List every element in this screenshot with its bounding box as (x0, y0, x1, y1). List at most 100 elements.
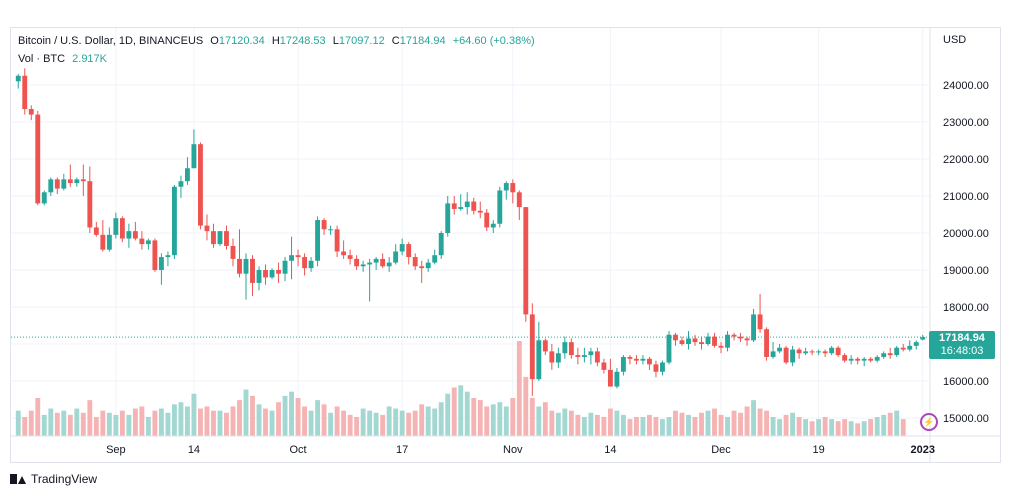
volume-bar (289, 391, 294, 436)
candle-body (106, 234, 112, 250)
last-price-value: 17184.94 (939, 332, 985, 344)
volume-bar (74, 408, 80, 436)
candle-body (354, 258, 360, 267)
volume-bar (855, 423, 861, 436)
candle-body (132, 231, 138, 239)
candle-body (243, 258, 249, 274)
volume-bar (516, 341, 522, 436)
candle-body (204, 225, 210, 232)
volume-bar (425, 406, 431, 436)
volume-bar (562, 408, 568, 436)
volume-bar (230, 406, 236, 436)
volume-bar (113, 414, 119, 436)
volume-bar (614, 410, 620, 436)
volume-bar (269, 410, 275, 436)
candle-body (269, 270, 275, 278)
candle-body (451, 203, 457, 209)
candle-body (705, 336, 711, 344)
volume-bar (900, 419, 906, 436)
volume-bar (790, 412, 796, 436)
volume-bar (679, 412, 685, 436)
volume-bar (686, 414, 691, 436)
x-tick-label: 2023 (911, 444, 935, 456)
candle-body (399, 244, 405, 252)
volume-bar (321, 404, 327, 436)
volume-bar (887, 412, 893, 436)
volume-bar (152, 410, 158, 436)
candle-body (28, 109, 34, 115)
volume-bar (581, 417, 587, 436)
low-label: L (332, 35, 339, 47)
volume-bar (412, 410, 418, 436)
candle-body (887, 353, 893, 356)
volume-bar (302, 406, 308, 436)
y-tick-label: 24000.00 (943, 80, 989, 92)
candle-body (568, 342, 574, 356)
candle-body (289, 255, 294, 261)
candle-body (549, 351, 555, 363)
candle-body (555, 353, 561, 363)
candle-body (276, 270, 281, 274)
candle-body (464, 201, 470, 208)
replay-icon[interactable]: ⚡ (920, 413, 938, 431)
candle-body (503, 183, 509, 191)
candle-body (790, 349, 796, 363)
volume-bar (816, 419, 822, 436)
candle-body (764, 329, 770, 357)
volume-bar (250, 395, 255, 436)
candle-body (211, 231, 216, 245)
candle-body (93, 227, 99, 235)
candle-body (282, 260, 288, 274)
volume-bar (497, 402, 503, 436)
volume-bar (738, 412, 743, 436)
candle-body (113, 218, 119, 235)
volume-bar (647, 414, 652, 436)
volume-bar (158, 408, 164, 436)
candle-body (432, 255, 438, 263)
candle-body (412, 257, 418, 267)
volume-bar (712, 408, 717, 436)
candle-body (406, 244, 412, 258)
candle-body (718, 345, 724, 348)
volume-bar (432, 408, 438, 436)
x-tick-label: 14 (604, 444, 616, 456)
volume-bar (809, 421, 815, 436)
volume-bar (549, 410, 555, 436)
volume-bar (523, 376, 529, 436)
currency-label[interactable]: USD (943, 34, 967, 46)
candle-body (900, 347, 906, 350)
candle-body (367, 262, 373, 265)
tradingview-logo[interactable]: TradingView (10, 472, 97, 486)
volume-value: 2.917K (72, 53, 108, 65)
volume-bar (54, 412, 60, 436)
brand-name: TradingView (31, 472, 98, 486)
candle-body (673, 334, 678, 341)
volume-bar (705, 410, 711, 436)
candle-body (633, 358, 639, 361)
volume-bar (145, 417, 151, 436)
volume-bar (237, 400, 242, 436)
candle-body (224, 231, 229, 246)
candle-body (178, 181, 184, 187)
candle-body (640, 358, 646, 361)
candle-body (894, 347, 900, 356)
volume-bar (399, 410, 405, 436)
volume-bar (835, 421, 841, 436)
candle-body (855, 358, 861, 361)
candle-body (542, 340, 548, 352)
volume-bar (874, 417, 880, 436)
y-tick-label: 16000.00 (943, 376, 989, 388)
candle-body (237, 258, 242, 274)
volume-bar (607, 408, 613, 436)
candle-body (497, 190, 503, 224)
volume-label: Vol · BTC (18, 53, 66, 65)
volume-bar (282, 395, 288, 436)
volume-bar (28, 410, 34, 436)
candle-body (731, 334, 737, 337)
volume-bar (477, 400, 483, 436)
candle-body (725, 334, 730, 348)
candle-body (126, 231, 132, 239)
volume-bar (777, 419, 783, 436)
candle-body (712, 336, 717, 346)
